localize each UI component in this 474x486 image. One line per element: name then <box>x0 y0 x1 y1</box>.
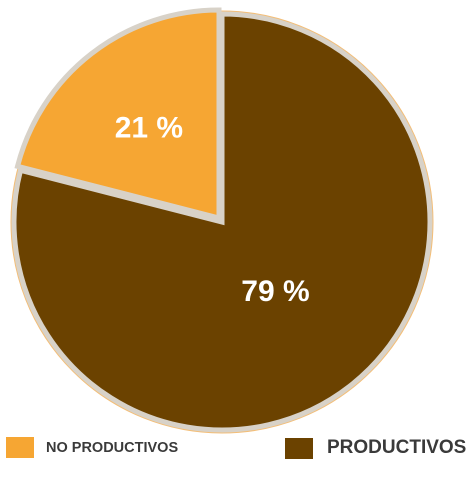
data-label-no-productivos: 21 % <box>115 112 183 145</box>
legend-item-productivos: PRODUCTIVOS <box>285 437 466 459</box>
legend-swatch-no-productivos <box>6 437 34 458</box>
legend-swatch-productivos <box>285 437 313 459</box>
legend-item-no-productivos: NO PRODUCTIVOS <box>6 437 178 458</box>
slice-productivos <box>11 11 433 433</box>
legend-label-productivos: PRODUCTIVOS <box>327 437 467 458</box>
legend: NO PRODUCTIVOS PRODUCTIVOS <box>0 437 474 477</box>
data-label-productivos: 79 % <box>241 275 309 308</box>
legend-label-no-productivos: NO PRODUCTIVOS <box>46 439 179 456</box>
slice-no-productivos <box>14 7 222 222</box>
